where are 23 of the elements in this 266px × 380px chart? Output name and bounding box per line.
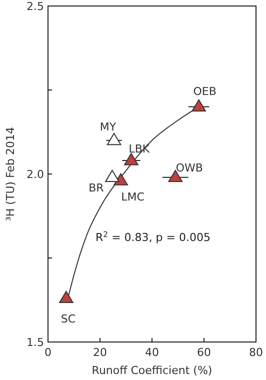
annotation: MY	[100, 120, 116, 134]
y-axis-title: ³H (TU) Feb 2014	[4, 127, 17, 221]
y-tick-label: 2.5	[26, 0, 44, 13]
x-tick-label: 60	[197, 346, 211, 359]
point	[105, 170, 120, 182]
point	[106, 132, 122, 146]
x-axis-title: Runoff Coefficient (%)	[92, 364, 212, 377]
annotation: LMC	[121, 190, 145, 204]
annotation: BR	[88, 181, 104, 194]
annotation: OWB	[176, 161, 203, 174]
annotation: R$^{2}$ = 0.83, p = 0.005	[96, 230, 210, 244]
point	[114, 173, 128, 186]
x-tick-label: 40	[145, 346, 159, 359]
y-tick-label: 2.0	[26, 168, 44, 181]
annotation: SC	[60, 312, 76, 326]
point	[192, 99, 206, 112]
annotation: OEB	[193, 84, 216, 98]
y-tick-label: 1.5	[26, 336, 44, 349]
x-tick-label: 0	[44, 346, 52, 359]
x-tick-label: 80	[249, 346, 263, 359]
point	[124, 153, 138, 166]
point	[59, 290, 74, 304]
x-tick-label: 20	[93, 346, 107, 359]
